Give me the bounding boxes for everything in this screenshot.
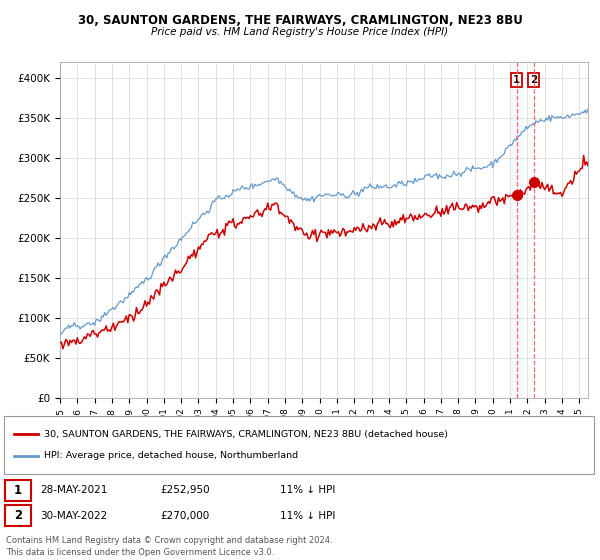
- FancyBboxPatch shape: [4, 416, 594, 474]
- Text: 1: 1: [14, 484, 22, 497]
- FancyBboxPatch shape: [5, 505, 31, 526]
- Text: Price paid vs. HM Land Registry's House Price Index (HPI): Price paid vs. HM Land Registry's House …: [151, 27, 449, 37]
- Text: 30, SAUNTON GARDENS, THE FAIRWAYS, CRAMLINGTON, NE23 8BU: 30, SAUNTON GARDENS, THE FAIRWAYS, CRAML…: [77, 14, 523, 27]
- Text: 28-MAY-2021: 28-MAY-2021: [40, 486, 107, 496]
- Text: £252,950: £252,950: [160, 486, 209, 496]
- Text: £270,000: £270,000: [160, 511, 209, 520]
- Text: Contains HM Land Registry data © Crown copyright and database right 2024.: Contains HM Land Registry data © Crown c…: [6, 536, 332, 545]
- Text: HPI: Average price, detached house, Northumberland: HPI: Average price, detached house, Nort…: [44, 451, 298, 460]
- Text: 2: 2: [530, 75, 538, 85]
- Text: 30, SAUNTON GARDENS, THE FAIRWAYS, CRAMLINGTON, NE23 8BU (detached house): 30, SAUNTON GARDENS, THE FAIRWAYS, CRAML…: [44, 430, 448, 438]
- FancyBboxPatch shape: [5, 480, 31, 501]
- Bar: [511, 62, 522, 398]
- Text: 1: 1: [513, 75, 520, 85]
- Text: 30-MAY-2022: 30-MAY-2022: [40, 511, 107, 520]
- Text: This data is licensed under the Open Government Licence v3.0.: This data is licensed under the Open Gov…: [6, 548, 274, 557]
- Text: 11% ↓ HPI: 11% ↓ HPI: [280, 511, 335, 520]
- Text: 11% ↓ HPI: 11% ↓ HPI: [280, 486, 335, 496]
- Text: 2: 2: [14, 509, 22, 522]
